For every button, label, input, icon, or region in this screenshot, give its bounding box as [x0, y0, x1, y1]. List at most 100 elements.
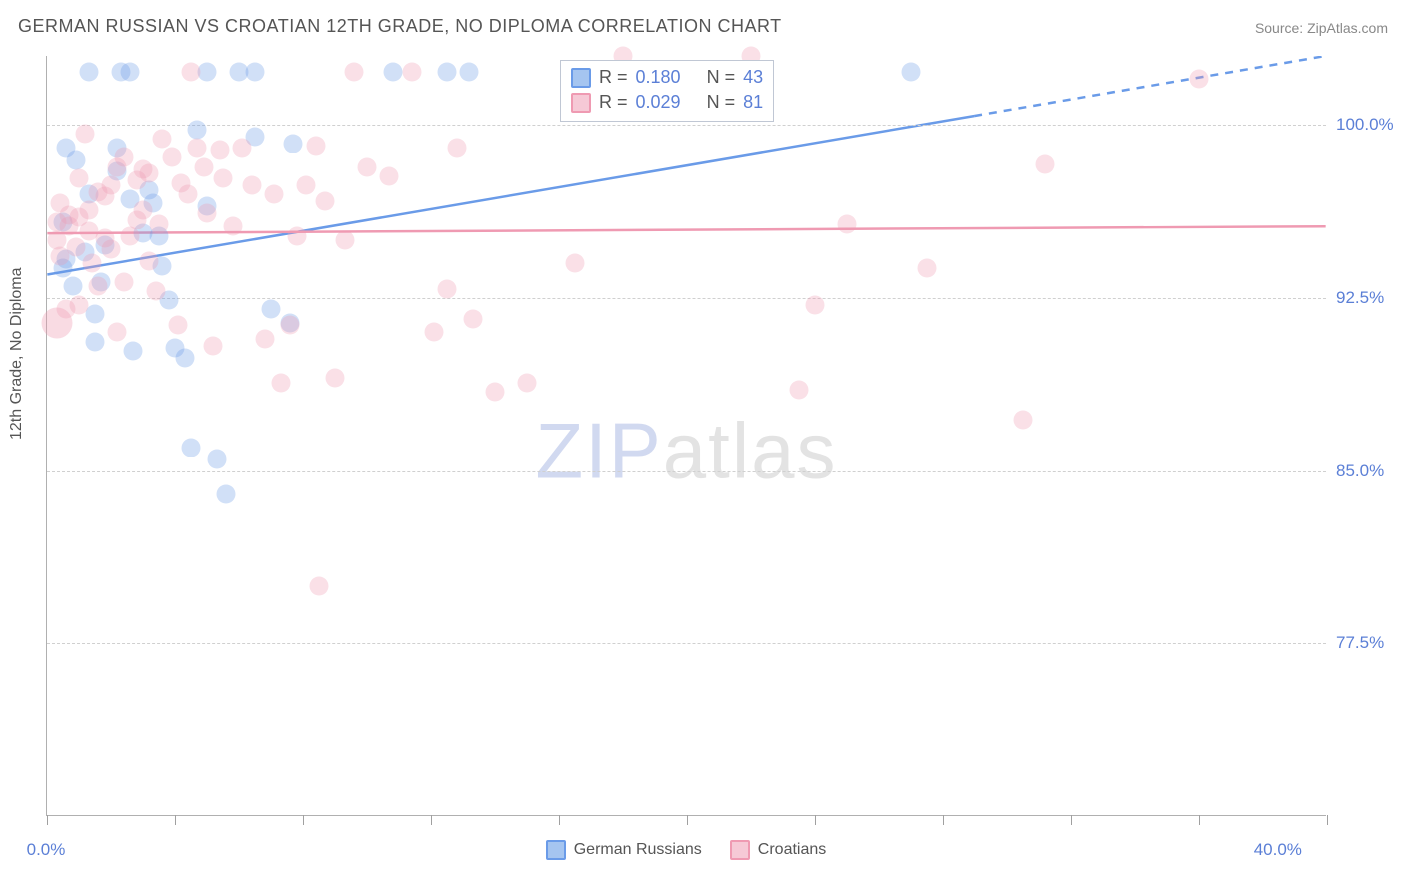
data-point [151, 216, 167, 232]
x-tick [815, 815, 816, 825]
data-point [87, 306, 103, 322]
data-point [225, 218, 241, 234]
data-point [161, 292, 177, 308]
data-point [81, 202, 97, 218]
data-point [196, 159, 212, 175]
stats-r-label: R = [599, 67, 628, 88]
data-point [1015, 412, 1031, 428]
data-point [122, 228, 138, 244]
y-tick-label: 92.5% [1336, 288, 1398, 308]
data-point [212, 142, 228, 158]
x-tick [47, 815, 48, 825]
data-point [49, 232, 65, 248]
data-point [68, 239, 84, 255]
bottom-legend: 0.0% German Russians Croatians 40.0% [46, 840, 1326, 860]
data-point [439, 281, 455, 297]
data-point [71, 297, 87, 313]
data-point [244, 177, 260, 193]
plot-area: ZIPatlas 77.5%85.0%92.5%100.0% [46, 56, 1326, 816]
stats-row-croatians: R = 0.029 N = 81 [571, 90, 763, 115]
data-point-emphasized [43, 309, 71, 337]
data-point [359, 159, 375, 175]
data-point [205, 338, 221, 354]
source-label: Source: ZipAtlas.com [1255, 20, 1388, 36]
watermark: ZIPatlas [535, 405, 837, 496]
data-point [141, 165, 157, 181]
y-tick-label: 85.0% [1336, 461, 1398, 481]
data-point [289, 228, 305, 244]
data-point [209, 451, 225, 467]
data-point [135, 202, 151, 218]
legend-swatch-croatians [730, 840, 750, 860]
data-point [567, 255, 583, 271]
data-point [839, 216, 855, 232]
data-point [263, 301, 279, 317]
data-point [103, 241, 119, 257]
data-point [103, 177, 119, 193]
data-point [189, 140, 205, 156]
data-point [215, 170, 231, 186]
data-point [125, 343, 141, 359]
data-point [68, 152, 84, 168]
watermark-atlas: atlas [663, 406, 838, 494]
data-point [311, 578, 327, 594]
x-tick [559, 815, 560, 825]
data-point [183, 64, 199, 80]
data-point [317, 193, 333, 209]
data-point [180, 186, 196, 202]
data-point [183, 440, 199, 456]
data-point [327, 370, 343, 386]
data-point [90, 278, 106, 294]
data-point [465, 311, 481, 327]
data-point [199, 64, 215, 80]
y-tick-label: 100.0% [1336, 115, 1398, 135]
data-point [77, 126, 93, 142]
watermark-zip: ZIP [535, 406, 662, 494]
data-point [298, 177, 314, 193]
data-point [257, 331, 273, 347]
data-point [903, 64, 919, 80]
y-axis-label: 12th Grade, No Diploma [8, 267, 26, 440]
x-axis-min-label: 0.0% [27, 840, 66, 860]
data-point [81, 64, 97, 80]
swatch-german-russians [571, 68, 591, 88]
y-tick-label: 77.5% [1336, 633, 1398, 653]
data-point [266, 186, 282, 202]
data-point [461, 64, 477, 80]
data-point [1037, 156, 1053, 172]
data-point [84, 255, 100, 271]
data-point [247, 129, 263, 145]
x-tick [431, 815, 432, 825]
data-point [487, 384, 503, 400]
x-tick [1071, 815, 1072, 825]
data-point [337, 232, 353, 248]
data-point [449, 140, 465, 156]
data-point [148, 283, 164, 299]
stats-n-label: N = [707, 92, 736, 113]
chart-title: GERMAN RUSSIAN VS CROATIAN 12TH GRADE, N… [18, 16, 782, 37]
data-point [247, 64, 263, 80]
data-point [81, 223, 97, 239]
data-point [141, 253, 157, 269]
data-point [282, 317, 298, 333]
data-point [385, 64, 401, 80]
data-point [87, 334, 103, 350]
data-point [189, 122, 205, 138]
swatch-croatians [571, 93, 591, 113]
data-point [439, 64, 455, 80]
data-point [919, 260, 935, 276]
data-point [346, 64, 362, 80]
gridline [47, 471, 1326, 472]
stats-r-value-1: 0.029 [636, 92, 681, 113]
data-point [285, 136, 301, 152]
gridline [47, 643, 1326, 644]
legend-label-german-russians: German Russians [574, 841, 702, 859]
data-point [308, 138, 324, 154]
stats-n-value-0: 43 [743, 67, 763, 88]
data-point [231, 64, 247, 80]
x-tick [1327, 815, 1328, 825]
data-point [164, 149, 180, 165]
x-axis-max-label: 40.0% [1254, 840, 1302, 860]
trend-lines [47, 56, 1326, 815]
stats-r-label: R = [599, 92, 628, 113]
